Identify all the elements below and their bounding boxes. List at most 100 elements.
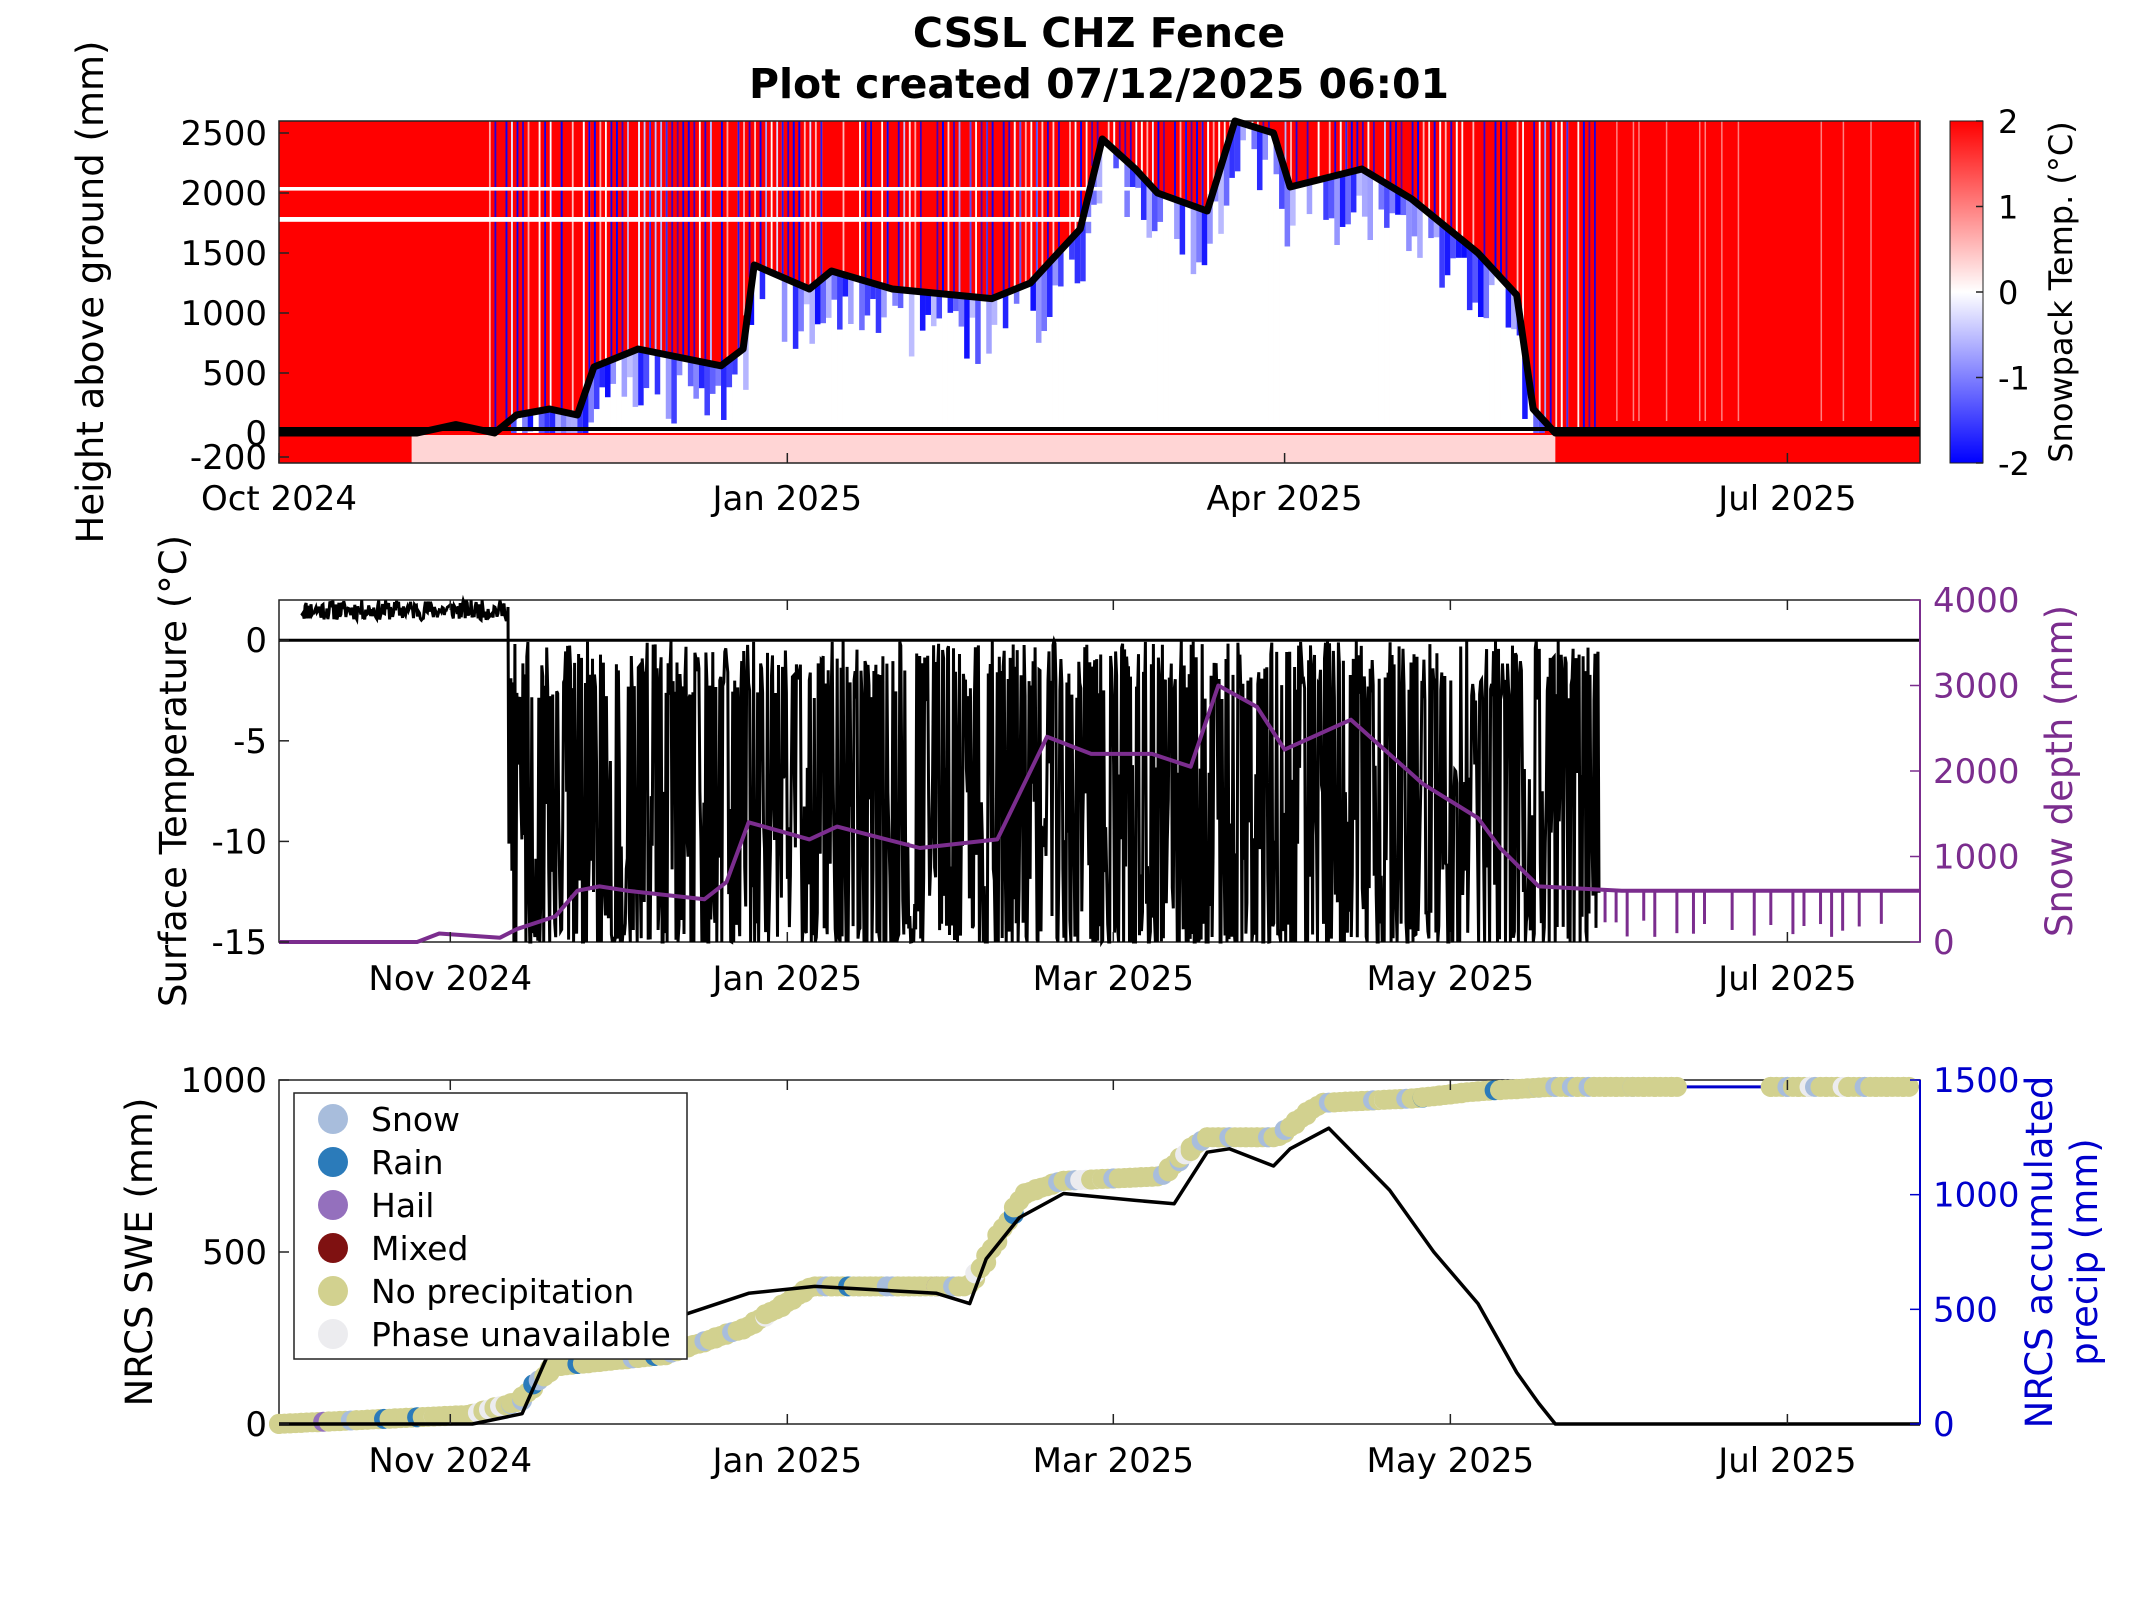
- snowpack-cell: [842, 275, 849, 433]
- air-temp-stripe: [919, 121, 922, 293]
- snowpack-cold-cell: [1428, 214, 1435, 239]
- snowpack-cold-cell: [1433, 219, 1440, 238]
- snowpack-cold-cell: [743, 328, 750, 390]
- air-temp-stripe: [903, 121, 906, 291]
- snowpack-cold-cell: [593, 365, 600, 410]
- air-temp-stripe: [798, 121, 801, 286]
- snowpack-cold-cell: [908, 290, 915, 357]
- snowpack-cell: [803, 287, 810, 433]
- y2-tick-label: 1000: [1933, 838, 2020, 878]
- snowpack-cell: [627, 352, 634, 433]
- y2-tick-label: 2000: [1933, 752, 2020, 792]
- snowpack-cell: [1312, 180, 1319, 433]
- snowpack-cold-cell: [676, 357, 683, 376]
- snowpack-cell: [964, 296, 971, 433]
- snowpack-cold-cell: [1256, 128, 1263, 191]
- colorbar-tick-label: 0: [1998, 274, 2018, 312]
- snowpack-cell: [1328, 176, 1335, 433]
- snowpack-cold-cell: [1345, 172, 1352, 225]
- snowpack-cold-cell: [1406, 197, 1413, 252]
- snowpack-cold-cell: [632, 350, 639, 407]
- air-temp-stripe: [1080, 121, 1082, 217]
- air-temp-stripe: [1163, 121, 1165, 197]
- snowpack-cell: [914, 291, 921, 433]
- snowpack-cell: [1168, 198, 1175, 433]
- air-temp-stripe: [604, 121, 607, 363]
- air-temp-stripe: [969, 121, 972, 297]
- snowpack-cell: [516, 414, 523, 433]
- snowpack-cold-cell: [627, 352, 634, 378]
- snowpack-cell: [1378, 180, 1385, 433]
- snowpack-cold-cell: [577, 407, 584, 433]
- air-temp-stripe: [1002, 121, 1005, 293]
- y2-tick-label: 1000: [1933, 1176, 2020, 1216]
- snowpack-cold-cell: [1058, 250, 1064, 287]
- snowpack-cell: [1013, 288, 1020, 433]
- air-temp-stripe: [627, 121, 629, 353]
- snowpack-cold-cell: [610, 359, 617, 384]
- air-temp-stripe: [1185, 121, 1187, 205]
- snowpack-cold-cell: [1489, 268, 1495, 286]
- snowpack-cold-cell: [1140, 178, 1147, 220]
- snowpack-cell: [881, 286, 888, 433]
- air-temp-stripe: [538, 121, 541, 411]
- air-temp-stripe: [820, 121, 823, 277]
- legend-label: No precipitation: [371, 1272, 634, 1311]
- air-temp-stripe: [958, 121, 961, 296]
- snowpack-cold-cell: [1052, 256, 1059, 286]
- air-temp-stripe: [610, 121, 613, 359]
- air-temp-stripe: [1400, 121, 1403, 195]
- snowpack-cell: [1245, 125, 1252, 434]
- air-temp-stripe: [1146, 121, 1149, 183]
- air-temp-stripe: [886, 121, 889, 289]
- snowpack-cell: [980, 297, 987, 433]
- air-temp-stripe: [1433, 121, 1436, 220]
- snowpack-cold-cell: [544, 409, 551, 433]
- snowpack-cell: [1052, 256, 1059, 433]
- air-temp-stripe: [1356, 121, 1359, 170]
- air-temp-stripe: [1074, 121, 1077, 232]
- air-temp-stripe: [986, 121, 989, 299]
- air-temp-stripe: [792, 121, 795, 284]
- snowpack-cell: [1008, 290, 1015, 433]
- snowpack-cell: [621, 354, 628, 433]
- snowpack-cold-cell: [1151, 190, 1158, 232]
- snowpack-cold-cell: [1522, 352, 1529, 419]
- x-tick-label: Oct 2024: [201, 479, 357, 519]
- snowpack-cell: [1129, 166, 1136, 433]
- air-temp-stripe: [544, 121, 547, 410]
- air-temp-stripe: [1516, 121, 1519, 307]
- air-temp-stripe: [1422, 121, 1425, 211]
- air-temp-stripe: [914, 121, 917, 292]
- air-temp-stripe: [881, 121, 884, 287]
- snowpack-cold-cell: [1085, 195, 1092, 234]
- snowpack-cold-cell: [571, 414, 578, 433]
- air-temp-stripe: [1030, 121, 1033, 280]
- x-tick-label: Mar 2025: [1033, 1441, 1194, 1481]
- air-temp-stripe: [1638, 121, 1640, 421]
- air-temp-stripe: [1256, 121, 1259, 128]
- air-temp-stripe: [1472, 121, 1475, 250]
- air-temp-stripe: [1107, 121, 1110, 145]
- legend-marker: [318, 1319, 348, 1349]
- air-temp-stripe: [980, 121, 983, 298]
- legend-label: Rain: [371, 1143, 444, 1182]
- snowpack-cold-cell: [522, 413, 529, 433]
- legend-marker: [318, 1104, 348, 1134]
- snowpack-cell: [1063, 244, 1070, 433]
- snowpack-cell: [848, 276, 855, 433]
- snowpack-cold-cell: [809, 286, 816, 344]
- air-temp-stripe: [527, 121, 530, 413]
- snowpack-cell: [1422, 210, 1429, 433]
- air-temp-stripe: [643, 121, 646, 352]
- air-temp-stripe: [1317, 121, 1320, 180]
- snowpack-cold-cell: [1201, 210, 1208, 266]
- snowpack-cell: [1494, 274, 1501, 433]
- air-temp-stripe: [1483, 121, 1486, 259]
- y2-tick-label: 1500: [1933, 1061, 2020, 1101]
- snowpack-cell: [814, 282, 821, 433]
- snowpack-cold-cell: [842, 275, 849, 297]
- snowpack-cold-cell: [527, 412, 534, 432]
- colorbar-tick-label: 1: [1998, 189, 2018, 227]
- y-tick-label: -5: [233, 722, 267, 762]
